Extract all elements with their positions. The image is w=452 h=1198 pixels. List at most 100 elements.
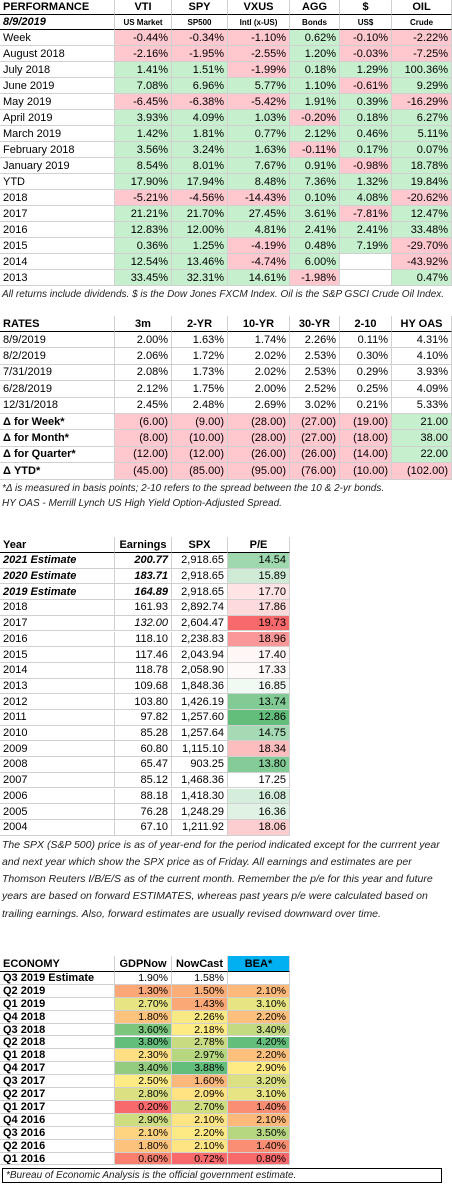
subheader-cell: Bonds — [290, 15, 340, 30]
value-cell: -1.99% — [228, 62, 290, 78]
value-cell: 1.51% — [172, 62, 228, 78]
value-cell: 0.91% — [290, 158, 340, 174]
value-cell: 3.50% — [228, 1126, 290, 1140]
value-cell: 3.24% — [172, 142, 228, 158]
value-cell: (12.00) — [172, 446, 228, 464]
value-cell: 4.08% — [340, 190, 392, 206]
value-cell: 7.08% — [115, 78, 172, 94]
value-cell: 3.40% — [228, 1023, 290, 1037]
value-cell: 2.97% — [172, 1049, 228, 1063]
value-cell: 3.20% — [228, 1075, 290, 1089]
row-label: Q1 2016 — [0, 1152, 115, 1166]
value-cell: 1,426.19 — [172, 694, 228, 710]
value-cell: -2.22% — [392, 30, 452, 46]
value-cell: (18.00) — [340, 430, 392, 447]
value-cell: 0.18% — [290, 62, 340, 78]
value-cell: 21.00 — [392, 414, 452, 431]
row-label: 2014 — [0, 662, 115, 679]
value-cell: 2.18% — [172, 1023, 228, 1037]
value-cell: 21.70% — [172, 206, 228, 222]
value-cell: (27.00) — [290, 414, 340, 431]
value-cell: 17.90% — [115, 174, 172, 190]
value-cell: 0.18% — [340, 110, 392, 126]
value-cell: 2,918.65 — [172, 553, 228, 569]
header-cell: $ — [340, 0, 392, 15]
value-cell: 17.86 — [228, 600, 290, 616]
value-cell: 1.03% — [228, 110, 290, 126]
value-cell: 164.89 — [115, 584, 172, 601]
row-label: Q2 2016 — [0, 1139, 115, 1153]
row-label: 2008 — [0, 757, 115, 773]
value-cell: 0.39% — [340, 94, 392, 110]
value-cell: 8.01% — [172, 158, 228, 174]
value-cell: 32.31% — [172, 270, 228, 286]
value-cell: 2.00% — [228, 381, 290, 398]
row-label: May 2019 — [0, 94, 115, 110]
header-cell: SPX — [172, 537, 228, 553]
value-cell: 161.93 — [115, 600, 172, 616]
row-label: 2012 — [0, 694, 115, 710]
subheader-cell: 8/9/2019 — [0, 15, 115, 30]
value-cell: 12.00% — [172, 222, 228, 238]
value-cell: -0.98% — [340, 158, 392, 174]
value-cell: 60.80 — [115, 741, 172, 758]
subheader-cell: Intl (x-US) — [228, 15, 290, 30]
value-cell: 1.80% — [115, 1010, 172, 1024]
footnote: *Δ is measured in basis points; 2-10 ref… — [2, 482, 385, 494]
value-cell: 0.36% — [115, 238, 172, 254]
value-cell: 1.75% — [172, 381, 228, 398]
value-cell: 27.45% — [228, 206, 290, 222]
value-cell: 103.80 — [115, 694, 172, 710]
header-cell: HY OAS — [392, 316, 452, 332]
value-cell: 1,257.60 — [172, 710, 228, 726]
value-cell: 1,848.36 — [172, 678, 228, 695]
value-cell: 2.26% — [290, 332, 340, 349]
value-cell: 12.47% — [392, 206, 452, 222]
value-cell: (85.00) — [172, 463, 228, 480]
row-label: 2017 — [0, 206, 115, 222]
value-cell: -4.56% — [172, 190, 228, 206]
value-cell: 2,238.83 — [172, 631, 228, 648]
value-cell: 3.93% — [392, 364, 452, 382]
value-cell: 3.88% — [172, 1062, 228, 1076]
value-cell: 15.89 — [228, 568, 290, 585]
row-label: 2005 — [0, 804, 115, 820]
value-cell: 2.48% — [172, 397, 228, 414]
value-cell: 4.20% — [228, 1036, 290, 1050]
value-cell: (12.00) — [115, 446, 172, 464]
value-cell: 13.46% — [172, 254, 228, 270]
header-cell: VXUS — [228, 0, 290, 15]
header-cell: BEA* — [228, 956, 290, 972]
value-cell: -0.03% — [340, 46, 392, 62]
value-cell: 2.20% — [228, 1049, 290, 1063]
footnote: HY OAS - Merrill Lynch US High Yield Opt… — [2, 497, 282, 509]
row-label: 2007 — [0, 772, 115, 789]
row-label: Q3 2019 Estimate — [0, 972, 115, 985]
value-cell: 38.00 — [392, 430, 452, 447]
value-cell: 0.62% — [290, 30, 340, 46]
row-label: 8/2/2019 — [0, 348, 115, 365]
value-cell: 17.94% — [172, 174, 228, 190]
header-cell: P/E — [228, 537, 290, 553]
value-cell: 0.07% — [392, 142, 452, 158]
value-cell: 2.90% — [228, 1062, 290, 1076]
header-cell: 30-YR — [290, 316, 340, 332]
value-cell: 0.21% — [340, 397, 392, 414]
value-cell: 2.09% — [172, 1088, 228, 1101]
value-cell: -1.10% — [228, 30, 290, 46]
row-label: YTD — [0, 174, 115, 190]
row-label: Q3 2017 — [0, 1075, 115, 1089]
value-cell: 8.48% — [228, 174, 290, 190]
value-cell: (9.00) — [172, 414, 228, 431]
row-label: 8/9/2019 — [0, 332, 115, 349]
value-cell: -7.81% — [340, 206, 392, 222]
row-label: 2020 Estimate — [0, 568, 115, 585]
value-cell: (28.00) — [228, 414, 290, 431]
value-cell: 16.08 — [228, 788, 290, 805]
value-cell: (10.00) — [172, 430, 228, 447]
value-cell: 2,043.94 — [172, 647, 228, 663]
value-cell: 18.78% — [392, 158, 452, 174]
value-cell: 2.20% — [228, 1010, 290, 1024]
value-cell: 2.90% — [115, 1113, 172, 1127]
